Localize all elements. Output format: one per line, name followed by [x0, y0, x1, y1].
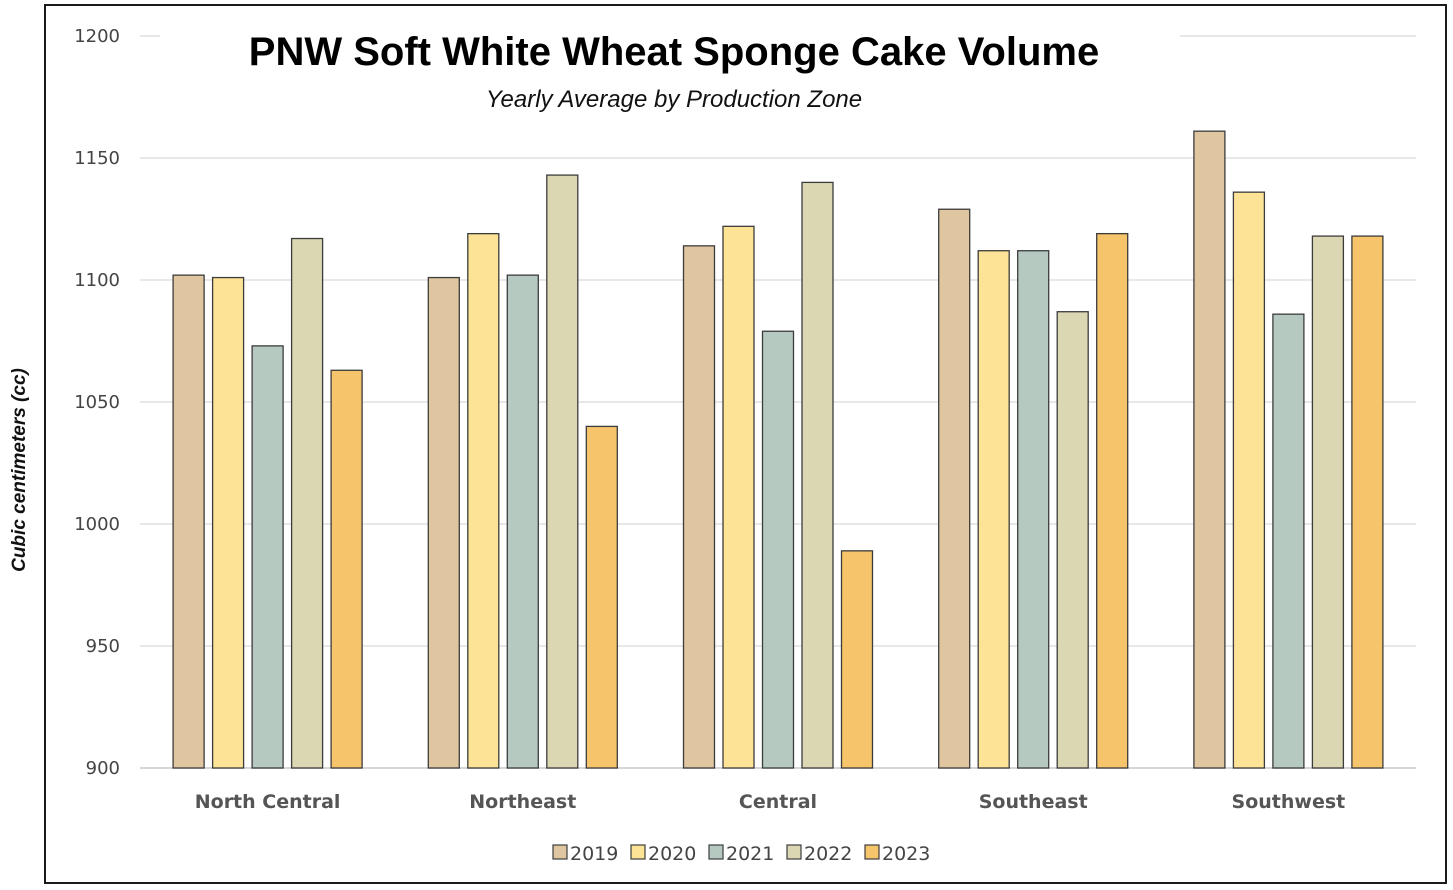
bar-southwest-2022: [1311, 235, 1345, 769]
bar-southeast-2023: [1096, 232, 1129, 769]
legend-swatch-2021: [708, 844, 724, 860]
legend-item-2019: 2019: [552, 843, 618, 865]
y-tick-1000: 1000: [74, 514, 120, 535]
bar-central-2021: [761, 330, 795, 769]
legend-swatch-2020: [630, 844, 646, 860]
bar-southwest-2021: [1272, 313, 1305, 769]
bar-central-2023: [840, 550, 874, 769]
legend-swatch-2023: [864, 844, 880, 860]
bar-northeast-2021: [506, 274, 539, 769]
legend-label-2022: 2022: [804, 843, 852, 865]
legend: 2019 2020 2021 2022 2023: [552, 843, 930, 865]
chart-subtitle: Yearly Average by Production Zone: [486, 86, 862, 113]
bar-southeast-2022: [1056, 311, 1089, 769]
bar-southeast-2019: [938, 208, 971, 769]
y-tick-1150: 1150: [74, 148, 120, 169]
bar-southwest-2020: [1232, 191, 1266, 769]
y-tick-1100: 1100: [74, 270, 120, 291]
legend-label-2019: 2019: [570, 843, 618, 865]
bar-southwest-2023: [1351, 235, 1384, 769]
legend-label-2023: 2023: [882, 843, 930, 865]
legend-swatch-2022: [786, 844, 802, 860]
x-tick-northeast: Northeast: [469, 791, 576, 813]
legend-swatch-2019: [552, 844, 568, 860]
legend-label-2021: 2021: [726, 843, 774, 865]
bars: [172, 130, 1384, 769]
x-category-labels: North Central Northeast Central Southeast So…: [195, 791, 1346, 813]
bar-north-central-2021: [251, 345, 284, 769]
legend-item-2022: 2022: [786, 843, 852, 865]
y-tick-1050: 1050: [74, 392, 120, 413]
bar-central-2020: [722, 225, 755, 769]
bar-central-2022: [801, 181, 834, 769]
bar-southeast-2020: [977, 250, 1010, 769]
title-background: [160, 18, 1180, 122]
bar-northeast-2022: [546, 174, 579, 769]
x-tick-central: Central: [739, 791, 817, 813]
legend-label-2020: 2020: [648, 843, 696, 865]
y-tick-1200: 1200: [74, 26, 120, 47]
x-tick-southeast: Southeast: [979, 791, 1088, 813]
bar-northeast-2023: [585, 425, 618, 769]
legend-item-2023: 2023: [864, 843, 930, 865]
bar-northeast-2019: [427, 276, 460, 769]
x-tick-southwest: Southwest: [1232, 791, 1346, 813]
bar-north-central-2022: [290, 237, 324, 769]
bar-north-central-2019: [172, 274, 205, 769]
x-tick-north-central: North Central: [195, 791, 341, 813]
y-tick-labels: 900 950 1000 1050 1100 1150 1200: [74, 26, 120, 779]
y-tick-950: 950: [86, 636, 120, 657]
chart-title: PNW Soft White Wheat Sponge Cake Volume: [249, 30, 1099, 74]
bar-north-central-2020: [211, 276, 245, 769]
bar-southeast-2021: [1017, 250, 1050, 769]
bar-central-2019: [682, 245, 716, 769]
bar-northeast-2020: [467, 232, 500, 769]
bar-north-central-2023: [330, 369, 363, 769]
bar-southwest-2019: [1193, 130, 1226, 769]
y-tick-900: 900: [86, 758, 120, 779]
legend-item-2020: 2020: [630, 843, 696, 865]
legend-item-2021: 2021: [708, 843, 774, 865]
